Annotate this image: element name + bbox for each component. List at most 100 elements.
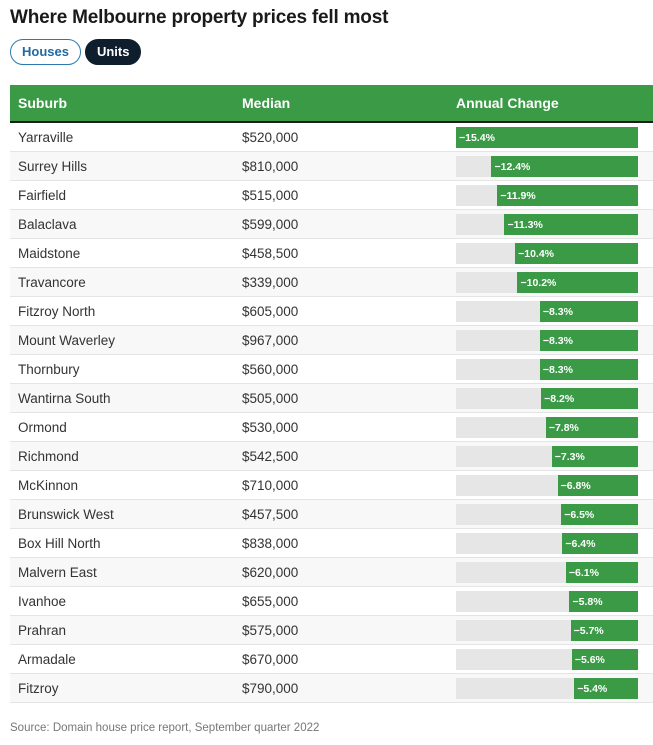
median-cell: $542,500 (242, 449, 299, 464)
suburb-cell: Thornbury (18, 362, 80, 377)
median-cell: $710,000 (242, 478, 299, 493)
change-bar-track: −7.3% (456, 446, 638, 467)
median-cell: $458,500 (242, 246, 299, 261)
property-type-toggle: Houses Units (10, 39, 142, 65)
change-bar: −7.8% (545, 417, 638, 438)
change-bar: −10.2% (517, 272, 638, 293)
median-cell: $520,000 (242, 130, 299, 145)
median-cell: $655,000 (242, 594, 299, 609)
change-bar: −5.6% (571, 649, 638, 670)
table-row: Box Hill North $838,000 −6.4% (10, 529, 653, 558)
median-cell: $670,000 (242, 652, 299, 667)
table-row: Maidstone $458,500 −10.4% (10, 239, 653, 268)
change-label: −8.3% (542, 364, 573, 376)
change-bar-track: −8.3% (456, 359, 638, 380)
change-label: −15.4% (459, 132, 495, 144)
change-label: −12.4% (494, 161, 531, 173)
change-bar: −5.8% (569, 591, 638, 612)
suburb-cell: Wantirna South (18, 391, 111, 406)
houses-toggle-button[interactable]: Houses (10, 39, 81, 65)
table-row: Prahran $575,000 −5.7% (10, 616, 653, 645)
median-cell: $515,000 (242, 188, 299, 203)
change-bar: −6.1% (565, 562, 638, 583)
change-bar: −7.3% (551, 446, 638, 467)
suburb-cell: Maidstone (18, 246, 81, 261)
change-label: −5.8% (572, 596, 603, 608)
change-bar: −8.3% (539, 330, 638, 351)
change-bar: −10.4% (515, 243, 638, 264)
table-row: Thornbury $560,000 −8.3% (10, 355, 653, 384)
median-cell: $339,000 (242, 275, 299, 290)
change-bar-track: −5.7% (456, 620, 638, 641)
suburb-cell: Brunswick West (18, 507, 114, 522)
table-row: Fitzroy $790,000 −5.4% (10, 674, 653, 703)
table-row: Mount Waverley $967,000 −8.3% (10, 326, 653, 355)
change-bar: −5.7% (570, 620, 638, 641)
change-label: −10.4% (518, 248, 554, 260)
table-row: Fairfield $515,000 −11.9% (10, 181, 653, 210)
table-row: Armadale $670,000 −5.6% (10, 645, 653, 674)
suburb-cell: Prahran (18, 623, 67, 638)
median-cell: $560,000 (242, 362, 299, 377)
suburb-cell: Fairfield (18, 188, 67, 203)
suburb-cell: Fitzroy North (18, 304, 96, 319)
column-header-median[interactable]: Median (242, 95, 291, 111)
change-label: −8.3% (542, 335, 573, 347)
source-note: Source: Domain house price report, Septe… (10, 722, 320, 734)
change-bar-track: −6.8% (456, 475, 638, 496)
suburb-cell: Armadale (18, 652, 76, 667)
change-bar-track: −10.2% (456, 272, 638, 293)
change-bar: −8.3% (539, 359, 638, 380)
median-cell: $620,000 (242, 565, 299, 580)
change-bar: −15.4% (456, 127, 638, 148)
change-label: −6.5% (564, 509, 595, 521)
change-label: −7.8% (548, 422, 579, 434)
suburb-cell: Surrey Hills (18, 159, 88, 174)
median-cell: $838,000 (242, 536, 299, 551)
table-header: Suburb Median Annual Change (10, 85, 653, 123)
chart-title: Where Melbourne property prices fell mos… (10, 7, 389, 28)
change-bar: −6.4% (562, 533, 638, 554)
change-bar: −8.2% (541, 388, 638, 409)
change-label: −11.9% (500, 190, 536, 202)
table-row: Yarraville $520,000 −15.4% (10, 123, 653, 152)
units-toggle-button[interactable]: Units (84, 39, 142, 65)
suburb-cell: Ivanhoe (18, 594, 67, 609)
change-bar: −11.9% (497, 185, 638, 206)
change-label: −5.6% (574, 654, 605, 666)
change-bar-track: −5.8% (456, 591, 638, 612)
change-bar: −12.4% (491, 156, 638, 177)
suburb-cell: Mount Waverley (18, 333, 116, 348)
suburb-cell: Travancore (18, 275, 86, 290)
suburb-cell: Ormond (18, 420, 67, 435)
change-label: −6.8% (560, 480, 591, 492)
change-bar-track: −11.3% (456, 214, 638, 235)
change-bar-track: −10.4% (456, 243, 638, 264)
column-header-annual-change[interactable]: Annual Change (456, 95, 559, 111)
table-row: Balaclava $599,000 −11.3% (10, 210, 653, 239)
column-header-suburb[interactable]: Suburb (18, 95, 67, 111)
change-bar-track: −6.4% (456, 533, 638, 554)
median-cell: $790,000 (242, 681, 299, 696)
change-label: −10.2% (520, 277, 557, 289)
median-cell: $505,000 (242, 391, 299, 406)
change-bar-track: −12.4% (456, 156, 638, 177)
change-bar: −6.5% (561, 504, 638, 525)
table-row: Malvern East $620,000 −6.1% (10, 558, 653, 587)
table-row: Travancore $339,000 −10.2% (10, 268, 653, 297)
change-bar-track: −8.2% (456, 388, 638, 409)
suburb-cell: Fitzroy (18, 681, 59, 696)
suburb-cell: Balaclava (18, 217, 77, 232)
suburb-cell: McKinnon (18, 478, 79, 493)
median-cell: $457,500 (242, 507, 299, 522)
change-label: −6.4% (565, 538, 596, 550)
suburb-cell: Richmond (18, 449, 79, 464)
change-bar-track: −5.6% (456, 649, 638, 670)
table-body: Yarraville $520,000 −15.4% Surrey Hills $810… (10, 123, 653, 703)
median-cell: $967,000 (242, 333, 299, 348)
table-row: Ivanhoe $655,000 −5.8% (10, 587, 653, 616)
change-bar: −6.8% (557, 475, 638, 496)
change-bar-track: −5.4% (456, 678, 638, 699)
suburb-cell: Yarraville (18, 130, 74, 145)
table-row: Wantirna South $505,000 −8.2% (10, 384, 653, 413)
